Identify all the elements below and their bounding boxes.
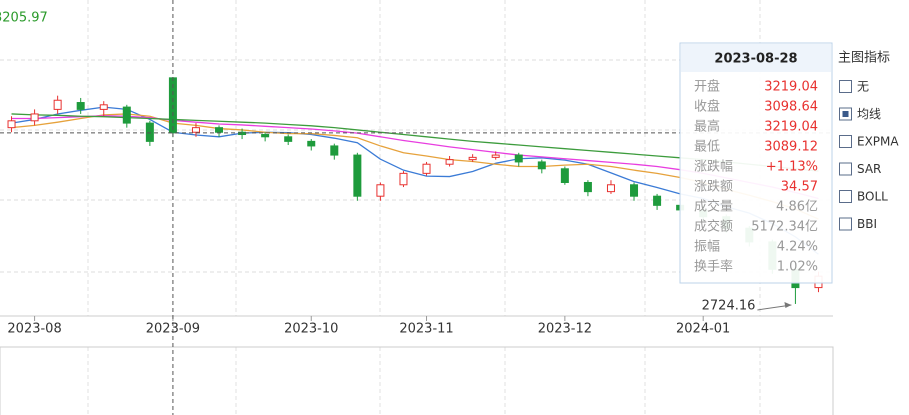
x-tick-label: 2023-11 (399, 322, 453, 337)
tooltip: 2023-08-28 开盘 3219.04 收盘 3098.64 最高 3219.04 最低 3… (679, 42, 833, 284)
candle-body (583, 181, 592, 193)
tooltip-value: +1.13% (766, 160, 818, 175)
tooltip-value: 3098.64 (764, 100, 818, 115)
candle-body (307, 140, 316, 147)
tooltip-date: 2023-08-28 (714, 52, 797, 67)
option-label[interactable]: EXPMA (857, 135, 899, 149)
tooltip-label: 最低 (694, 140, 720, 155)
candle-body (284, 136, 293, 142)
min-label: 2724.16 (702, 298, 756, 313)
tooltip-box (679, 42, 833, 284)
header-value: 3205.97 (0, 11, 48, 26)
x-tick-label: 2024-01 (676, 322, 730, 337)
candle-body (422, 163, 431, 174)
candle-body (76, 102, 85, 110)
tooltip-label: 振幅 (694, 240, 720, 255)
tooltip-label: 成交量 (694, 199, 733, 215)
option-checkbox[interactable] (839, 190, 852, 203)
tooltip-label: 涨跌额 (694, 179, 733, 195)
x-tick-label: 2023-08 (7, 322, 61, 337)
volume-panel (0, 346, 834, 415)
candle-body (560, 168, 569, 183)
option-label[interactable]: BBI (857, 217, 877, 231)
candle-body (376, 184, 385, 197)
tooltip-value: 4.86亿 (776, 200, 818, 215)
tooltip-label: 开盘 (694, 79, 720, 95)
candle-body (353, 154, 362, 197)
candle-body (606, 184, 615, 193)
option-label[interactable]: 均线 (857, 107, 881, 121)
tooltip-label: 换手率 (694, 259, 733, 275)
min-arrow-head (784, 301, 792, 308)
candle-body (399, 172, 408, 186)
panel-title: 主图指标 (838, 51, 890, 66)
candle-body (445, 159, 454, 165)
tooltip-value: 1.02% (777, 260, 818, 275)
candle-body (330, 145, 339, 156)
tooltip-value: 3089.12 (764, 140, 818, 155)
option-checkbox[interactable] (839, 135, 852, 148)
tooltip-value: 5172.34亿 (751, 220, 818, 235)
tooltip-label: 涨跌幅 (694, 159, 733, 175)
tooltip-header (681, 44, 831, 72)
candle-body (122, 106, 131, 124)
candle-body (30, 113, 39, 122)
tooltip-value: 3219.04 (764, 120, 818, 135)
candle-body (191, 127, 200, 133)
candle-body (238, 131, 247, 136)
option-label[interactable]: 无 (857, 80, 869, 94)
candle-body (215, 127, 224, 133)
candle-body (491, 154, 500, 158)
candle-body (99, 104, 108, 110)
candle-body (630, 184, 639, 197)
tooltip-label: 最高 (694, 119, 720, 135)
candle-body (514, 154, 523, 163)
option-check (842, 111, 849, 117)
tooltip-value: 3219.04 (764, 80, 818, 95)
candle-body (145, 122, 154, 142)
option-label[interactable]: BOLL (857, 190, 888, 204)
x-tick-label: 2023-12 (538, 322, 592, 337)
candle-body (261, 134, 270, 138)
option-checkbox[interactable] (839, 217, 852, 231)
tooltip-value: 34.57 (781, 180, 818, 195)
candle-body (653, 195, 662, 206)
option-checkbox[interactable] (839, 80, 852, 93)
candle-body (7, 120, 16, 129)
candle-body (537, 161, 546, 170)
tooltip-label: 成交额 (694, 219, 733, 235)
option-label[interactable]: SAR (857, 162, 881, 176)
option-checkbox[interactable] (839, 162, 852, 176)
candle-body (468, 156, 477, 161)
tooltip-label: 收盘 (694, 99, 720, 115)
tooltip-value: 4.24% (777, 240, 818, 255)
x-tick-label: 2023-10 (284, 322, 338, 337)
candle-body (53, 99, 62, 110)
